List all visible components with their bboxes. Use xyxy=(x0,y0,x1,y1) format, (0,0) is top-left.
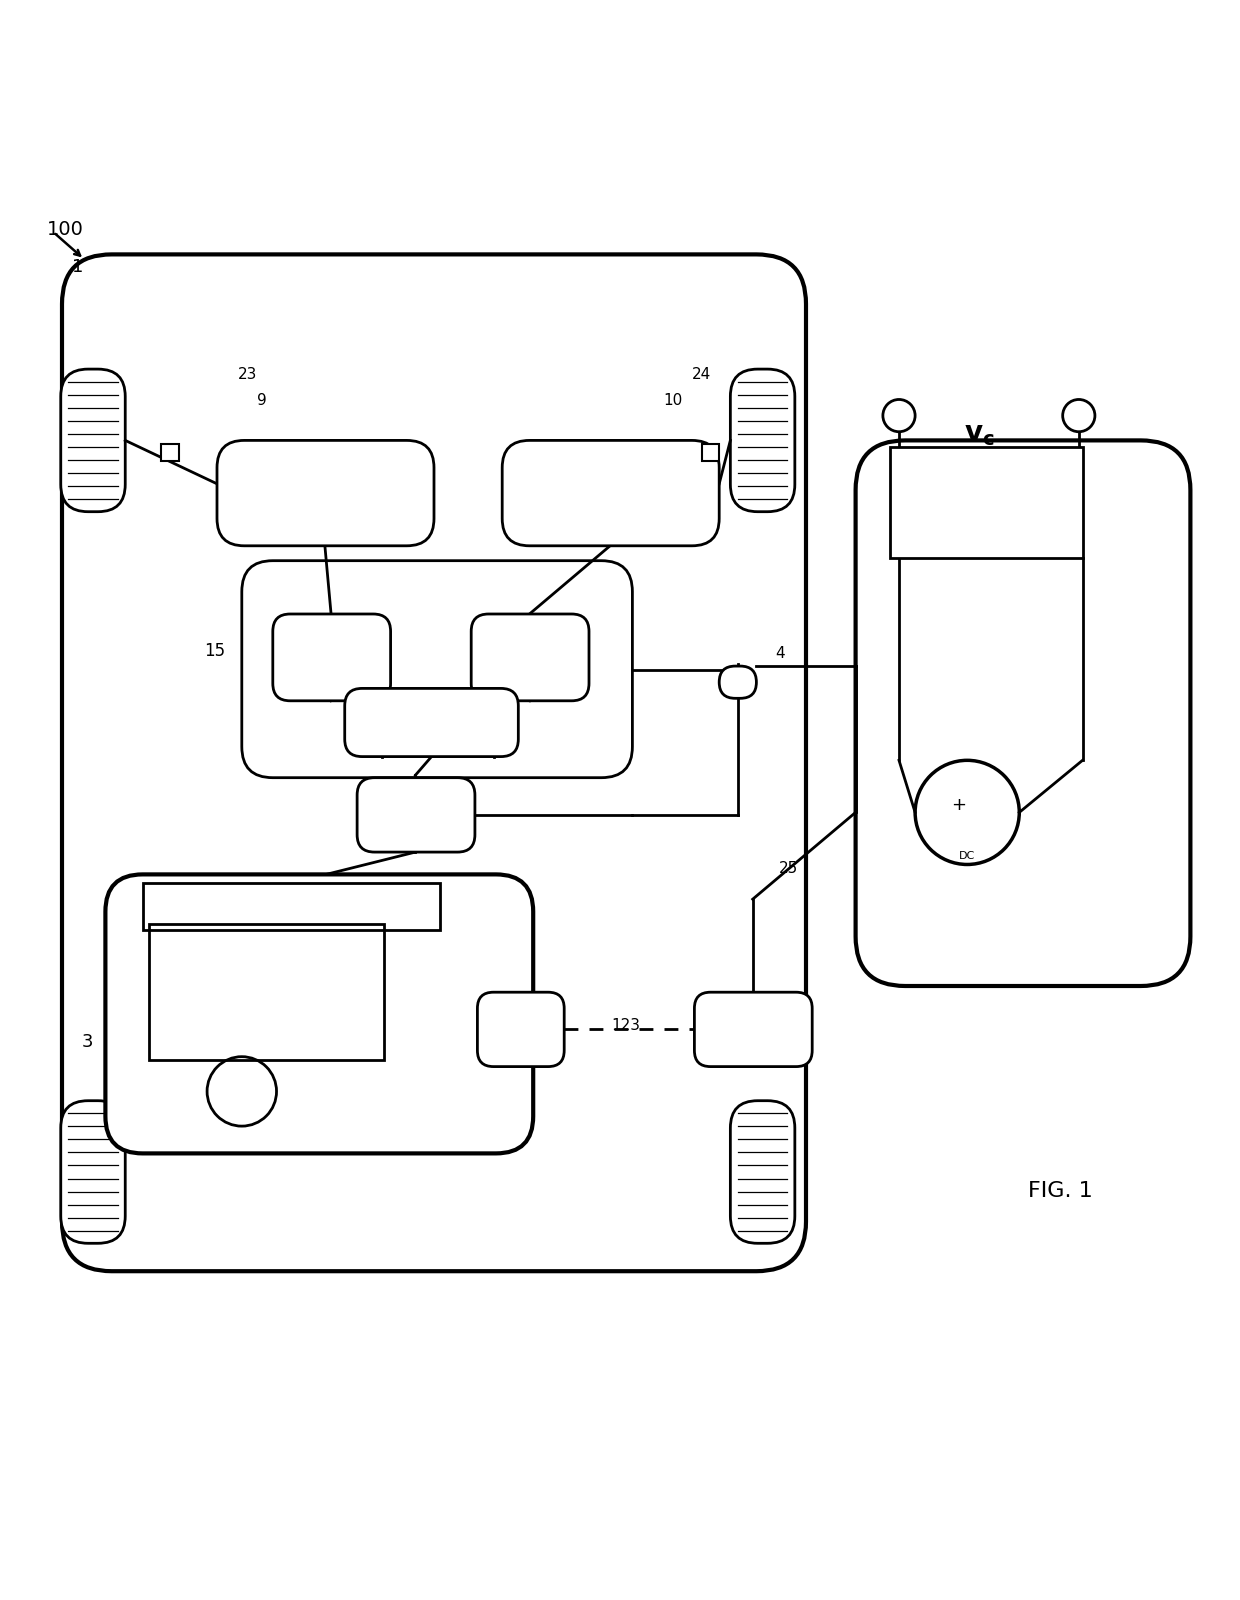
Text: 21: 21 xyxy=(281,899,301,914)
Bar xyxy=(161,445,179,461)
Text: 123: 123 xyxy=(611,1018,641,1034)
Text: DC: DC xyxy=(959,851,976,861)
Text: 23: 23 xyxy=(238,366,258,382)
FancyBboxPatch shape xyxy=(62,254,806,1270)
Bar xyxy=(149,925,384,1061)
Text: 8: 8 xyxy=(604,485,616,502)
Text: +: + xyxy=(951,795,966,814)
FancyBboxPatch shape xyxy=(61,1101,125,1243)
Text: 22: 22 xyxy=(511,1022,531,1037)
Text: 10: 10 xyxy=(663,394,683,408)
Text: $\mathbf{v}_\mathbf{c}$: $\mathbf{v}_\mathbf{c}$ xyxy=(965,421,994,448)
Text: 18: 18 xyxy=(520,650,539,666)
FancyBboxPatch shape xyxy=(730,370,795,512)
Bar xyxy=(143,883,440,930)
Text: 100: 100 xyxy=(47,219,84,238)
Bar xyxy=(702,445,719,461)
Text: 25: 25 xyxy=(779,861,799,875)
Text: 15: 15 xyxy=(205,642,226,661)
Text: 7: 7 xyxy=(319,485,331,502)
FancyBboxPatch shape xyxy=(694,992,812,1067)
Text: 1: 1 xyxy=(72,258,83,275)
Text: 20: 20 xyxy=(422,715,441,731)
FancyBboxPatch shape xyxy=(105,874,533,1154)
Text: 3: 3 xyxy=(82,1034,93,1051)
Text: $\mathbf{V}_\mathbf{B}$: $\mathbf{V}_\mathbf{B}$ xyxy=(246,1011,275,1035)
Text: 4: 4 xyxy=(775,646,785,661)
Text: 9: 9 xyxy=(257,394,267,408)
FancyBboxPatch shape xyxy=(719,666,756,698)
Bar xyxy=(890,446,1083,558)
Text: 122: 122 xyxy=(738,1022,768,1037)
Text: FIG. 1: FIG. 1 xyxy=(1028,1181,1092,1200)
FancyBboxPatch shape xyxy=(217,440,434,546)
FancyBboxPatch shape xyxy=(856,440,1190,986)
Text: 17: 17 xyxy=(321,650,341,666)
FancyBboxPatch shape xyxy=(471,614,589,701)
FancyBboxPatch shape xyxy=(502,440,719,546)
FancyBboxPatch shape xyxy=(345,688,518,757)
Text: 24: 24 xyxy=(692,366,712,382)
Text: +: + xyxy=(227,1077,242,1096)
FancyBboxPatch shape xyxy=(273,614,391,701)
FancyBboxPatch shape xyxy=(242,560,632,778)
Text: DC: DC xyxy=(234,1112,249,1123)
Text: 16: 16 xyxy=(405,808,425,822)
FancyBboxPatch shape xyxy=(357,778,475,853)
FancyBboxPatch shape xyxy=(477,992,564,1067)
FancyBboxPatch shape xyxy=(730,1101,795,1243)
FancyBboxPatch shape xyxy=(61,370,125,512)
